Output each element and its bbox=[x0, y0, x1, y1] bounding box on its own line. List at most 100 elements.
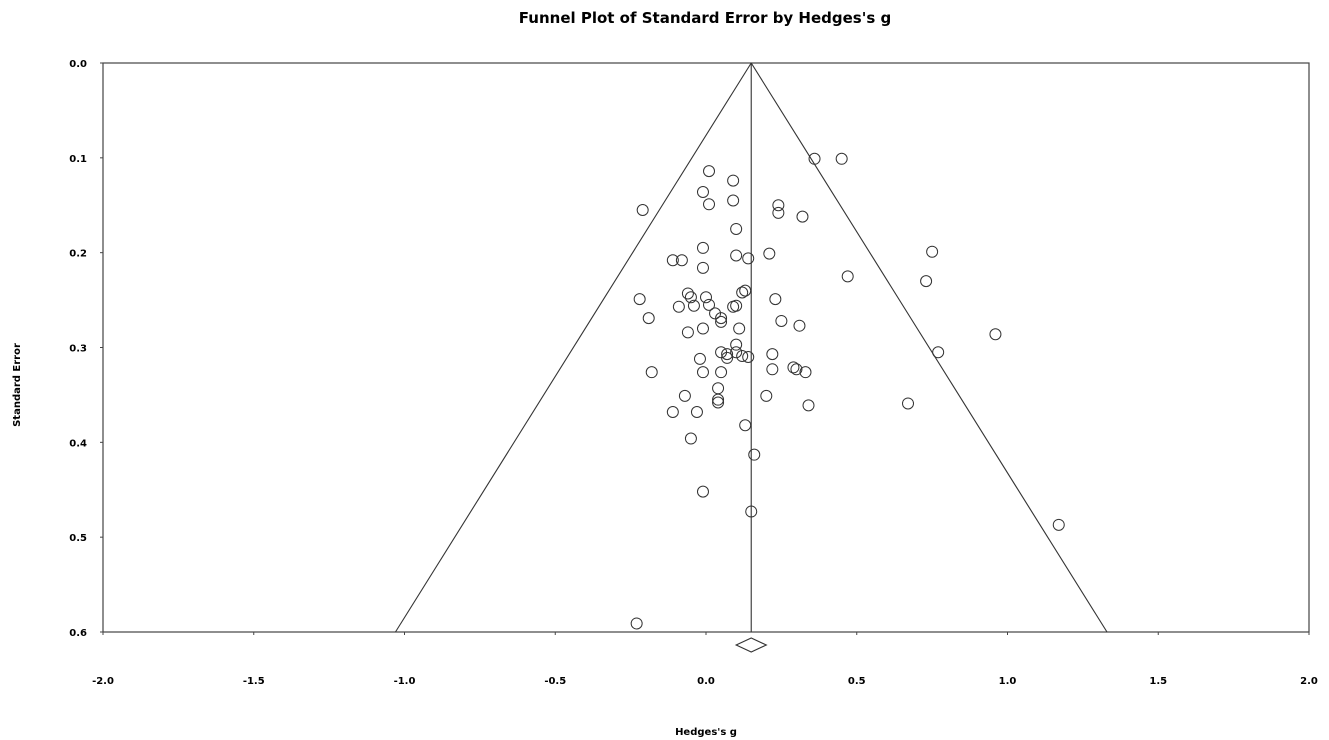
study-point bbox=[703, 165, 716, 178]
study-point bbox=[703, 298, 716, 311]
funnel-lines bbox=[394, 62, 1108, 653]
summary-diamond bbox=[734, 637, 768, 653]
study-point bbox=[739, 419, 752, 432]
study-point bbox=[687, 299, 700, 312]
study-point bbox=[672, 300, 685, 313]
study-point bbox=[739, 284, 752, 297]
y-tick-label: 0.0 bbox=[69, 59, 87, 70]
study-point bbox=[742, 350, 755, 363]
study-point bbox=[727, 194, 740, 207]
study-point bbox=[730, 338, 743, 351]
study-point bbox=[696, 485, 709, 498]
study-point bbox=[790, 363, 803, 376]
study-point bbox=[989, 328, 1002, 341]
study-point bbox=[787, 361, 800, 374]
study-point bbox=[690, 405, 703, 418]
x-tick-label: -0.5 bbox=[544, 676, 566, 687]
study-point bbox=[712, 396, 725, 409]
y-tick-label: 0.2 bbox=[69, 249, 87, 260]
study-point bbox=[793, 319, 806, 332]
x-tick-label: -1.0 bbox=[394, 676, 416, 687]
study-point bbox=[633, 293, 646, 306]
study-point bbox=[799, 366, 812, 379]
study-point bbox=[645, 366, 658, 379]
plot-area bbox=[102, 62, 1310, 633]
study-points bbox=[630, 152, 1065, 630]
study-point bbox=[745, 505, 758, 518]
study-point bbox=[721, 351, 734, 364]
study-point bbox=[920, 275, 933, 288]
y-tick-label: 0.3 bbox=[69, 344, 87, 355]
funnel-right-line bbox=[750, 62, 1108, 633]
study-point bbox=[727, 174, 740, 187]
x-tick-label: -2.0 bbox=[92, 676, 114, 687]
plot-border bbox=[102, 62, 1310, 633]
y-tick-label: 0.6 bbox=[69, 628, 87, 639]
study-point bbox=[715, 346, 728, 359]
study-point bbox=[666, 254, 679, 267]
study-point bbox=[715, 312, 728, 325]
study-point bbox=[796, 210, 809, 223]
study-point bbox=[681, 326, 694, 339]
study-point bbox=[763, 247, 776, 260]
study-point bbox=[736, 350, 749, 363]
study-point bbox=[802, 399, 815, 412]
study-point bbox=[675, 254, 688, 267]
study-point bbox=[730, 222, 743, 235]
x-tick-label: 2.0 bbox=[1300, 676, 1318, 687]
study-point bbox=[926, 245, 939, 258]
y-axis: 0.0 0.1 0.2 0.3 0.4 0.5 0.6 bbox=[69, 59, 103, 639]
study-point bbox=[721, 348, 734, 361]
study-point bbox=[715, 315, 728, 328]
study-point bbox=[775, 314, 788, 327]
chart-title: Funnel Plot of Standard Error by Hedges'… bbox=[519, 9, 891, 27]
study-point bbox=[630, 617, 643, 630]
study-point bbox=[666, 405, 679, 418]
study-point bbox=[760, 389, 773, 402]
study-point bbox=[696, 261, 709, 274]
study-point bbox=[684, 291, 697, 304]
y-axis-label: Standard Error bbox=[12, 343, 23, 427]
study-point bbox=[730, 346, 743, 359]
study-point bbox=[642, 312, 655, 325]
study-point bbox=[772, 199, 785, 212]
study-point bbox=[712, 393, 725, 406]
study-point bbox=[696, 322, 709, 335]
study-point bbox=[696, 366, 709, 379]
study-point bbox=[681, 287, 694, 300]
study-point bbox=[769, 293, 782, 306]
study-point bbox=[841, 270, 854, 283]
study-point bbox=[766, 363, 779, 376]
x-tick-label: 1.0 bbox=[999, 676, 1017, 687]
funnel-left-line bbox=[394, 62, 752, 633]
x-tick-label: -1.5 bbox=[243, 676, 265, 687]
y-tick-label: 0.5 bbox=[69, 533, 87, 544]
y-tick-label: 0.1 bbox=[69, 154, 87, 165]
x-axis: -2.0 -1.5 -1.0 -0.5 0.0 0.5 1.0 1.5 2.0 bbox=[92, 632, 1318, 687]
study-point bbox=[1052, 518, 1065, 531]
study-point bbox=[730, 249, 743, 262]
study-point bbox=[727, 300, 740, 313]
study-point bbox=[693, 352, 706, 365]
x-tick-label: 0.0 bbox=[697, 676, 715, 687]
y-tick-label: 0.4 bbox=[69, 438, 87, 449]
study-point bbox=[712, 382, 725, 395]
study-point bbox=[696, 241, 709, 254]
study-point bbox=[684, 432, 697, 445]
study-point bbox=[736, 286, 749, 299]
x-tick-label: 1.5 bbox=[1149, 676, 1167, 687]
study-point bbox=[696, 185, 709, 198]
study-point bbox=[748, 448, 761, 461]
study-point bbox=[709, 307, 722, 320]
study-point bbox=[742, 252, 755, 265]
study-point bbox=[700, 291, 712, 304]
study-point bbox=[766, 348, 779, 361]
study-point bbox=[932, 346, 945, 359]
study-point bbox=[733, 322, 746, 335]
x-axis-label: Hedges's g bbox=[675, 727, 737, 738]
study-point bbox=[678, 389, 691, 402]
x-tick-label: 0.5 bbox=[848, 676, 866, 687]
study-point bbox=[808, 152, 821, 165]
study-point bbox=[703, 198, 716, 211]
